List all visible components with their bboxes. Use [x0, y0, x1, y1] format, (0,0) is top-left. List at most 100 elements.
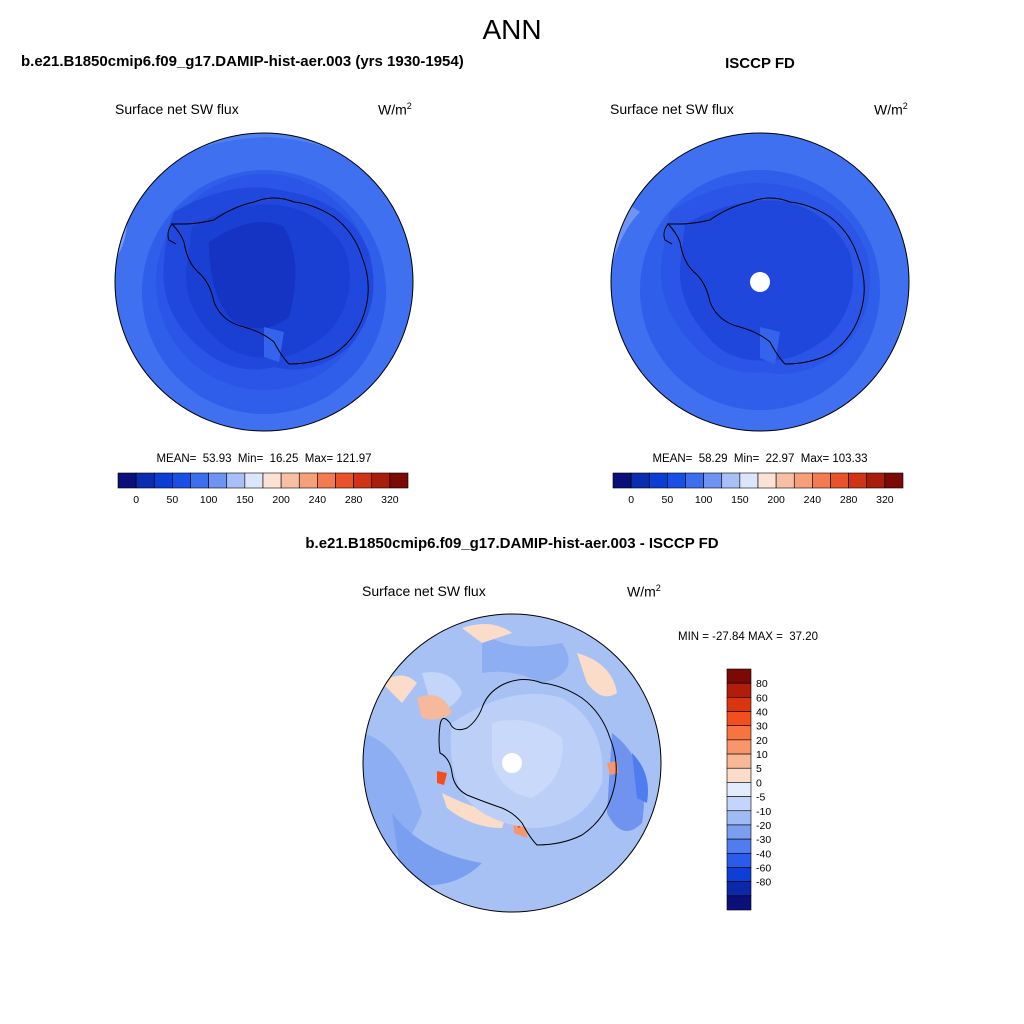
- panel1-units-text: W/m: [378, 101, 407, 118]
- colorbar-tick-label: 150: [236, 494, 254, 506]
- colorbar-box: [726, 753, 752, 769]
- colorbar-box: [848, 472, 868, 489]
- colorbar-box: [208, 472, 228, 489]
- colorbar-box: [226, 472, 246, 489]
- figure-title: ANN: [482, 14, 542, 45]
- colorbar-box: [726, 668, 752, 684]
- diff-colorbar: 80 60 40 30 20 10 5 0 -5 -10 -20 -30 -40 -60 -80: [726, 668, 771, 911]
- panel2-variable: Surface net SW flux: [610, 101, 734, 117]
- colorbar-box: [190, 472, 209, 489]
- colorbar-tick-label: -30: [756, 834, 771, 846]
- panel2-title: ISCCP FD: [725, 55, 795, 72]
- diff-title: b.e21.B1850cmip6.f09_g17.DAMIP-hist-aer.…: [305, 535, 719, 552]
- panel1-title: b.e21.B1850cmip6.f09_g17.DAMIP-hist-aer.…: [21, 53, 464, 70]
- colorbar-box: [630, 472, 650, 489]
- colorbar-box: [153, 472, 173, 489]
- colorbar-tick-label: 240: [309, 494, 327, 506]
- colorbar-tick-label: 50: [662, 494, 674, 506]
- panel2-units-text: W/m: [874, 101, 903, 118]
- colorbar-tick-label: 100: [200, 494, 218, 506]
- diff-units: W/m2: [627, 583, 661, 600]
- colorbar-tick-label: 20: [756, 735, 768, 747]
- colorbar-box: [721, 472, 741, 489]
- colorbar-box: [726, 782, 752, 797]
- colorbar-box: [726, 881, 752, 897]
- colorbar-tick-label: -40: [756, 848, 771, 860]
- panel2-units-exp: 2: [902, 101, 908, 111]
- colorbar-box: [667, 472, 686, 489]
- colorbar-tick-label: -20: [756, 820, 771, 832]
- colorbar-tick-label: 320: [381, 494, 399, 506]
- colorbar-box: [726, 824, 752, 840]
- diff-units-exp: 2: [655, 583, 661, 593]
- colorbar-box: [172, 472, 191, 489]
- colorbar-box: [280, 472, 300, 489]
- diff-map: [362, 613, 662, 913]
- panel1-colorbar: 0 50 100 150 200 240 280 320: [117, 472, 409, 506]
- colorbar-box: [726, 697, 752, 712]
- panel2-map: [610, 132, 910, 432]
- colorbar-box: [685, 472, 704, 489]
- colorbar-box: [244, 472, 264, 489]
- colorbar-box: [262, 472, 282, 489]
- colorbar-box: [866, 472, 886, 489]
- colorbar-tick-label: 40: [756, 707, 768, 719]
- colorbar-box: [884, 472, 904, 489]
- colorbar-box: [726, 796, 752, 812]
- panel2-stats: MEAN= 58.29 Min= 22.97 Max= 103.33: [652, 453, 868, 465]
- colorbar-box: [775, 472, 795, 489]
- colorbar-tick-label: -60: [756, 862, 771, 874]
- colorbar-tick-label: 80: [756, 678, 768, 690]
- colorbar-box: [298, 472, 318, 489]
- colorbar-box: [648, 472, 668, 489]
- colorbar-tick-label: -10: [756, 806, 771, 818]
- colorbar-tick-label: 5: [756, 763, 762, 775]
- colorbar-box: [726, 767, 752, 783]
- colorbar-box: [793, 472, 813, 489]
- colorbar-box: [726, 739, 752, 755]
- colorbar-box: [726, 810, 752, 826]
- colorbar-box: [335, 472, 354, 489]
- colorbar-box: [830, 472, 849, 489]
- panel1-map: [114, 132, 414, 432]
- colorbar-box: [612, 472, 632, 489]
- panel1-units-exp: 2: [406, 101, 412, 111]
- colorbar-box: [726, 867, 752, 882]
- colorbar-box: [726, 852, 752, 868]
- colorbar-box: [726, 725, 752, 741]
- colorbar-box: [726, 895, 752, 911]
- colorbar-tick-label: 200: [272, 494, 290, 506]
- colorbar-box: [726, 711, 752, 727]
- panel1-variable: Surface net SW flux: [115, 101, 239, 117]
- colorbar-tick-label: 60: [756, 692, 768, 704]
- panel2-colorbar: 0 50 100 150 200 240 280 320: [612, 472, 904, 506]
- colorbar-tick-label: 10: [756, 749, 768, 761]
- diff-variable: Surface net SW flux: [362, 583, 486, 599]
- colorbar-tick-label: 320: [876, 494, 894, 506]
- colorbar-tick-label: 50: [167, 494, 179, 506]
- colorbar-tick-label: 30: [756, 721, 768, 733]
- panel1-stats: MEAN= 53.93 Min= 16.25 Max= 121.97: [156, 453, 372, 465]
- colorbar-box: [812, 472, 831, 489]
- colorbar-tick-label: 150: [731, 494, 749, 506]
- colorbar-box: [757, 472, 777, 489]
- colorbar-tick-label: 0: [133, 494, 139, 506]
- colorbar-tick-label: -5: [756, 792, 765, 804]
- colorbar-tick-label: 100: [695, 494, 713, 506]
- diff-units-text: W/m: [627, 583, 656, 600]
- diff-stats: MIN = -27.84 MAX = 37.20: [678, 631, 818, 643]
- colorbar-box: [739, 472, 759, 489]
- colorbar-box: [726, 682, 752, 698]
- colorbar-tick-label: -80: [756, 877, 771, 889]
- colorbar-box: [389, 472, 409, 489]
- colorbar-tick-label: 240: [804, 494, 822, 506]
- panel1-units: W/m2: [378, 101, 412, 118]
- colorbar-box: [317, 472, 336, 489]
- colorbar-box: [353, 472, 373, 489]
- colorbar-tick-label: 0: [628, 494, 634, 506]
- colorbar-box: [117, 472, 137, 489]
- colorbar-tick-label: 280: [345, 494, 363, 506]
- colorbar-box: [726, 838, 752, 854]
- panel2-units: W/m2: [874, 101, 908, 118]
- colorbar-tick-label: 200: [767, 494, 785, 506]
